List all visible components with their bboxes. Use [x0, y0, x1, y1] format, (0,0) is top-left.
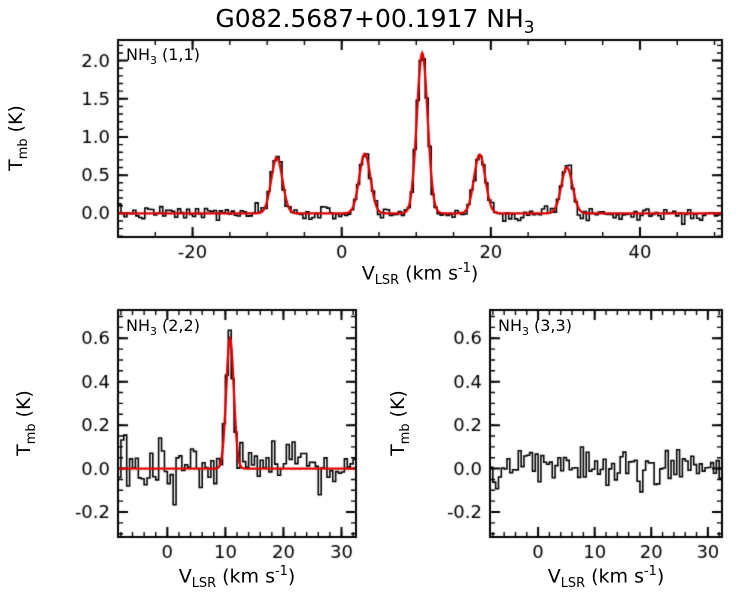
xaxis-label-bottom-right: VLSR (km s-1) — [506, 564, 706, 591]
xaxis-label-bl-sub: LSR — [191, 576, 217, 592]
panel-label-nh3-11: NH3 (1,1) — [126, 45, 200, 67]
xaxis-label-br-mid: (km s — [585, 565, 644, 588]
panel-label-nh3-33-text: NH — [498, 316, 522, 335]
yaxis-label-br-sub: mb — [397, 423, 413, 445]
xaxis-label-top-mid: (km s — [399, 262, 458, 285]
yaxis-label-top-suffix: (K) — [5, 105, 27, 139]
figure-title-text: G082.5687+00.1917 NH — [215, 4, 524, 33]
xaxis-label-top: VLSR (km s-1) — [320, 261, 520, 288]
xaxis-label-br-sup: -1 — [643, 564, 657, 579]
yaxis-label-br-main: T — [387, 444, 409, 456]
yaxis-label-bottom-right: Tmb (K) — [387, 343, 413, 503]
panel-label-nh3-11-text: NH — [126, 45, 150, 64]
xaxis-label-bl-sup: -1 — [274, 564, 288, 579]
xaxis-label-bl-main: V — [178, 565, 192, 588]
panel-label-nh3-22: NH3 (2,2) — [126, 316, 200, 338]
xaxis-label-top-sup: -1 — [457, 261, 471, 276]
yaxis-label-bl-suffix: (K) — [13, 390, 35, 424]
yaxis-label-br-suffix: (K) — [387, 390, 409, 424]
yaxis-label-top-main: T — [5, 159, 27, 171]
xaxis-label-br-suffix: ) — [656, 565, 665, 588]
panel-label-nh3-11-sub: 3 — [150, 54, 157, 68]
panel-label-nh3-33-suffix: (3,3) — [528, 316, 572, 335]
panel-label-nh3-22-suffix: (2,2) — [156, 316, 200, 335]
yaxis-label-bl-main: T — [13, 444, 35, 456]
xaxis-label-bl-suffix: ) — [287, 565, 296, 588]
xaxis-label-top-sub: LSR — [374, 273, 400, 289]
panel-label-nh3-33-sub: 3 — [522, 325, 529, 339]
yaxis-label-top-sub: mb — [15, 138, 31, 160]
figure-title: G082.5687+00.1917 NH3 — [0, 4, 750, 38]
yaxis-label-top: Tmb (K) — [5, 58, 31, 218]
yaxis-label-bl-sub: mb — [23, 423, 39, 445]
xaxis-label-bottom-left: VLSR (km s-1) — [137, 564, 337, 591]
xaxis-label-bl-mid: (km s — [216, 565, 275, 588]
panel-label-nh3-11-suffix: (1,1) — [156, 45, 200, 64]
panel-label-nh3-22-sub: 3 — [150, 325, 157, 339]
xaxis-label-br-sub: LSR — [560, 576, 586, 592]
panel-label-nh3-22-text: NH — [126, 316, 150, 335]
panel-label-nh3-33: NH3 (3,3) — [498, 316, 572, 338]
xaxis-label-br-main: V — [547, 565, 561, 588]
xaxis-label-top-main: V — [361, 262, 375, 285]
yaxis-label-bottom-left: Tmb (K) — [13, 343, 39, 503]
xaxis-label-top-suffix: ) — [470, 262, 479, 285]
figure-title-subscript: 3 — [523, 18, 535, 38]
